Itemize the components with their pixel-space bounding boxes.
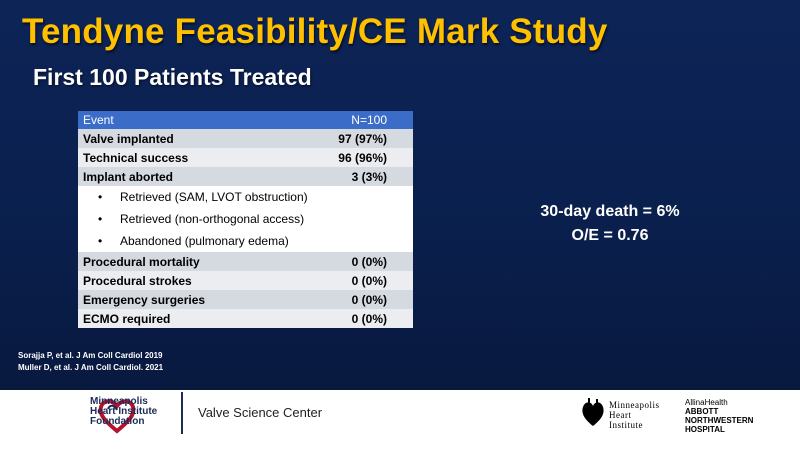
table-row: Procedural mortality 0 (0%)	[78, 252, 413, 271]
row-label: Emergency surgeries	[78, 290, 307, 309]
mortality-note: 30-day death = 6% O/E = 0.76	[470, 200, 750, 248]
subrow-label: Retrieved (non-orthogonal access)	[120, 212, 305, 226]
slide-background: Tendyne Feasibility/CE Mark Study First …	[0, 0, 800, 390]
subrow-label: Retrieved (SAM, LVOT obstruction)	[120, 190, 308, 204]
table-row: Technical success 96 (96%)	[78, 148, 413, 167]
table-header-row: Event N=100	[78, 111, 413, 129]
mhif-heart-icon	[98, 399, 136, 434]
row-label: Procedural strokes	[78, 271, 307, 290]
note-line-oe: O/E = 0.76	[571, 227, 649, 244]
table-row: Emergency surgeries 0 (0%)	[78, 290, 413, 309]
table-row: Valve implanted 97 (97%)	[78, 129, 413, 148]
row-value: 96 (96%)	[307, 148, 413, 167]
subrow-cell: • Retrieved (SAM, LVOT obstruction)	[78, 186, 413, 208]
abbott-northwestern-logo: AllinaHealth ABBOTT NORTHWESTERN HOSPITA…	[685, 398, 754, 434]
valve-science-center-label: Valve Science Center	[198, 405, 323, 420]
row-label: Technical success	[78, 148, 307, 167]
reference-item: Muller D, et al. J Am Coll Cardiol. 2021	[18, 363, 164, 372]
table-subrow: • Abandoned (pulmonary edema)	[78, 230, 413, 252]
bullet-icon: •	[98, 190, 103, 204]
row-value: 0 (0%)	[307, 252, 413, 271]
mhif-logo-text: Minneapolis Heart Institute Foundation	[90, 396, 158, 427]
mhi-logo-text: Minneapolis Heart Institute	[609, 400, 660, 430]
table-row: Procedural strokes 0 (0%)	[78, 271, 413, 290]
bullet-icon: •	[98, 212, 103, 226]
row-label: Implant aborted	[78, 167, 307, 186]
header-event: Event	[78, 111, 307, 129]
row-value: 0 (0%)	[307, 290, 413, 309]
footer-divider	[181, 392, 183, 434]
footer-bar	[0, 390, 800, 450]
mhi-heart-icon	[582, 398, 604, 426]
row-value: 0 (0%)	[307, 271, 413, 290]
row-value: 97 (97%)	[307, 129, 413, 148]
table-subrow: • Retrieved (SAM, LVOT obstruction)	[78, 186, 413, 208]
subrow-cell: • Abandoned (pulmonary edema)	[78, 230, 413, 252]
events-table: Event N=100 Valve implanted 97 (97%) Tec…	[78, 111, 413, 328]
row-label: Procedural mortality	[78, 252, 307, 271]
table-subrow: • Retrieved (non-orthogonal access)	[78, 208, 413, 230]
table-row: ECMO required 0 (0%)	[78, 309, 413, 328]
row-label: ECMO required	[78, 309, 307, 328]
subrow-cell: • Retrieved (non-orthogonal access)	[78, 208, 413, 230]
table-row: Implant aborted 3 (3%)	[78, 167, 413, 186]
subrow-label: Abandoned (pulmonary edema)	[120, 234, 289, 248]
header-n: N=100	[307, 111, 413, 129]
slide-subtitle: First 100 Patients Treated	[33, 64, 312, 90]
row-label: Valve implanted	[78, 129, 307, 148]
row-value: 3 (3%)	[307, 167, 413, 186]
slide-title: Tendyne Feasibility/CE Mark Study	[22, 12, 608, 51]
reference-item: Sorajja P, et al. J Am Coll Cardiol 2019	[18, 351, 163, 360]
row-value: 0 (0%)	[307, 309, 413, 328]
note-line-death: 30-day death = 6%	[540, 203, 680, 220]
references: Sorajja P, et al. J Am Coll Cardiol 2019…	[18, 350, 163, 374]
bullet-icon: •	[98, 234, 103, 248]
